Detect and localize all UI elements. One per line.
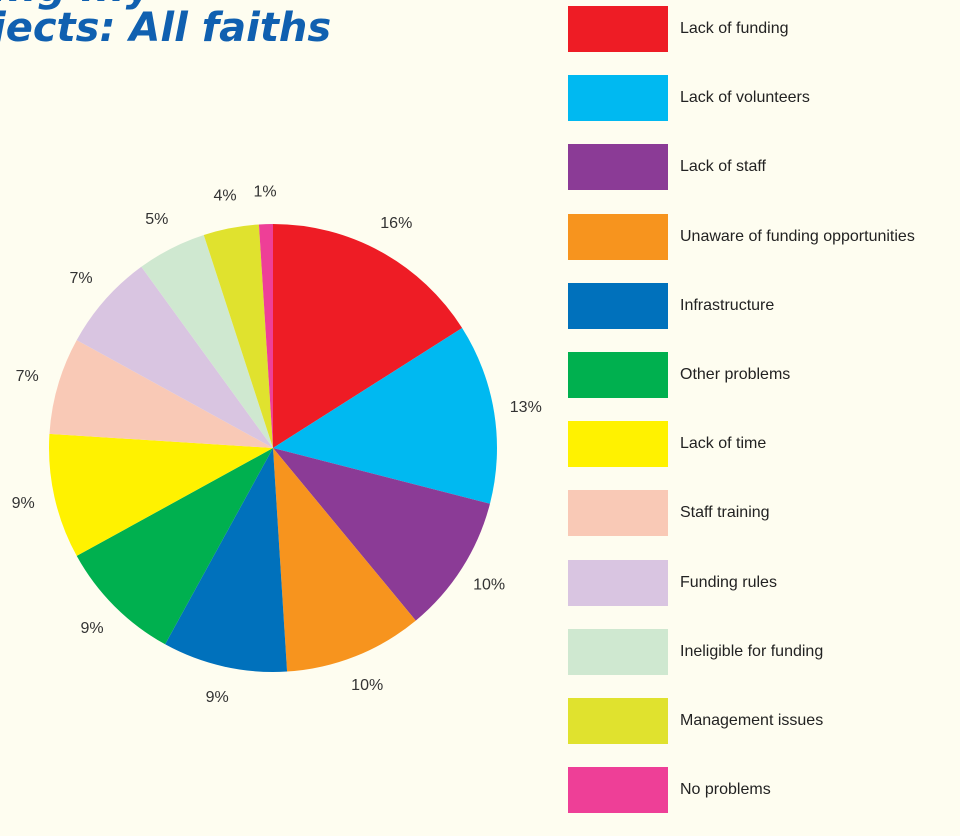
legend-label: Lack of funding xyxy=(680,20,789,37)
legend-swatch xyxy=(568,421,668,468)
legend-item: Lack of time xyxy=(568,421,915,468)
slice-value-label: 10% xyxy=(473,576,505,593)
legend-swatch xyxy=(568,6,668,52)
legend-label: Management issues xyxy=(680,711,824,729)
slice-value-label: 10% xyxy=(351,677,383,694)
pie-slice xyxy=(258,224,273,448)
pie-slice xyxy=(273,224,463,448)
chart-title-line-1: ...g ...y xyxy=(0,0,152,8)
slice-value-label: 9% xyxy=(12,495,35,512)
legend-label: Lack of volunteers xyxy=(680,89,810,107)
pie-slice xyxy=(273,448,490,621)
legend-swatch xyxy=(568,628,668,675)
slice-value-label: 9% xyxy=(80,620,103,637)
slice-value-label: 1% xyxy=(253,183,276,200)
legend-item: Staff training xyxy=(568,490,915,537)
legend-item: Management issues xyxy=(568,697,915,744)
legend-item: No problems xyxy=(568,767,915,814)
legend-swatch xyxy=(568,75,668,122)
legend-item: Ineligible for funding xyxy=(568,628,915,675)
slice-value-label: 7% xyxy=(69,270,92,287)
pie-slice xyxy=(273,448,416,672)
legend-swatch xyxy=(568,351,668,398)
legend-swatch xyxy=(568,559,668,606)
pie-slice xyxy=(203,224,273,448)
slice-value-label: 13% xyxy=(510,399,542,416)
legend-swatch xyxy=(568,767,668,814)
slice-value-label: 5% xyxy=(145,211,168,228)
legend-label: Staff training xyxy=(680,504,770,522)
pie-chart: 16% 13% 10% 10% 9% 9% 9% 7% 7% 5% 4% 1% xyxy=(12,183,542,706)
legend-swatch xyxy=(568,144,668,191)
pie-slice xyxy=(49,340,273,448)
legend-item: Lack of funding xyxy=(568,6,915,52)
legend-label: Infrastructure xyxy=(680,296,775,314)
pie-slice xyxy=(141,234,273,448)
legend-item: Funding rules xyxy=(568,559,915,606)
pie-slice xyxy=(76,266,274,448)
pie-slice xyxy=(76,448,274,645)
legend-item: Infrastructure xyxy=(568,282,915,329)
legend-swatch xyxy=(568,282,668,329)
legend-item: Other problems xyxy=(568,351,915,398)
slice-value-label: 16% xyxy=(380,215,412,232)
legend-swatch xyxy=(568,697,668,744)
legend-label: No problems xyxy=(680,781,771,799)
slice-value-label: 9% xyxy=(206,689,229,706)
legend-item: Unaware of funding opportunities xyxy=(568,213,915,260)
legend-label: Lack of staff xyxy=(680,158,766,176)
slice-value-label: 7% xyxy=(16,368,39,385)
legend-item: Lack of volunteers xyxy=(568,75,915,122)
chart-title: ...g ...y jects: All faiths xyxy=(0,0,332,51)
legend-swatch xyxy=(568,213,668,260)
legend-label: Lack of time xyxy=(680,435,767,453)
pie-slice xyxy=(165,448,288,673)
legend-label: Other problems xyxy=(680,365,791,383)
legend-label: Ineligible for funding xyxy=(680,642,824,660)
pie-slice xyxy=(273,327,497,504)
chart-title-line-2: jects: All faiths xyxy=(0,5,332,51)
legend-label: Funding rules xyxy=(680,573,777,591)
slice-value-label: 4% xyxy=(213,188,236,205)
legend-swatch xyxy=(568,490,668,537)
pie-slice xyxy=(48,433,274,556)
legend-label: Unaware of funding opportunities xyxy=(680,227,915,245)
legend: Lack of funding Lack of volunteers Lack of… xyxy=(568,6,915,836)
legend-item: Lack of staff xyxy=(568,144,915,191)
